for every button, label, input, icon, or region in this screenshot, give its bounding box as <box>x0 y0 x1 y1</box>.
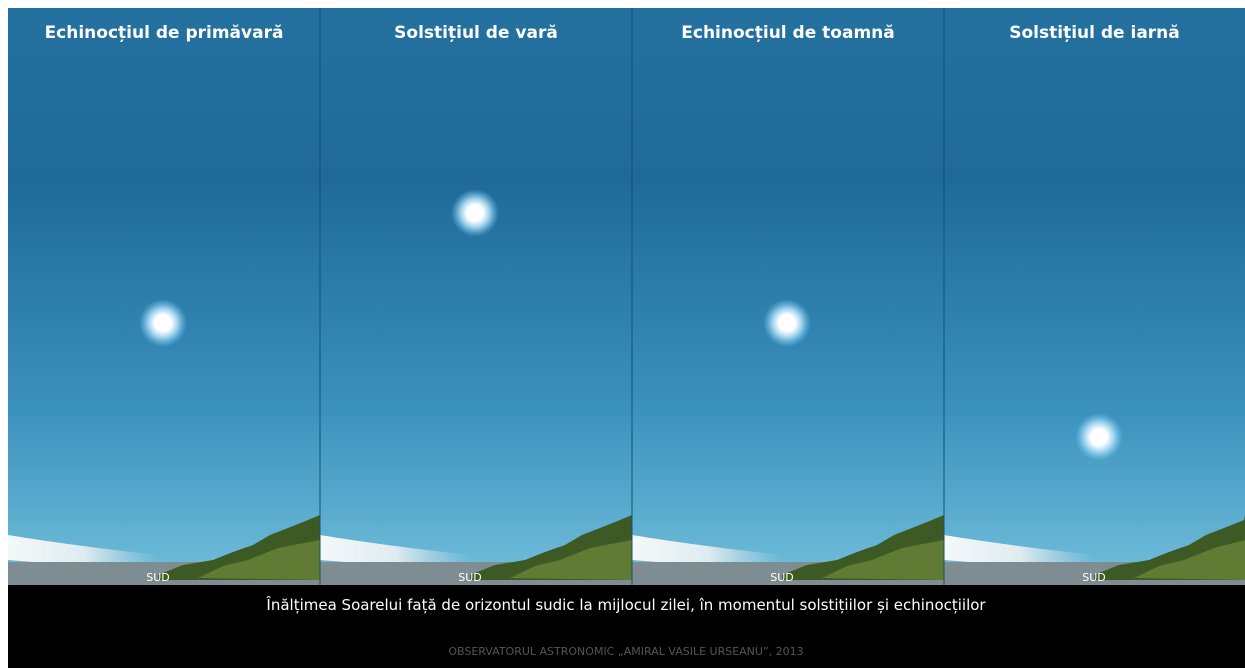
credit: OBSERVATORUL ASTRONOMIC „AMIRAL VASILE U… <box>448 645 803 658</box>
direction-label: SUD <box>770 571 794 584</box>
panel: Solstițiul de vară SUD <box>320 8 632 585</box>
panel-title: Echinocțiul de primăvară <box>45 23 284 43</box>
panel-title: Echinocțiul de toamnă <box>681 23 894 43</box>
caption: Înălțimea Soarelui față de orizontul sud… <box>265 595 986 614</box>
panel-title: Solstițiul de vară <box>394 23 558 43</box>
direction-label: SUD <box>458 571 482 584</box>
panel: Echinocțiul de primăvară SUD <box>8 8 320 585</box>
sun <box>139 299 187 347</box>
panel: Solstițiul de iarnă SUD <box>944 8 1245 585</box>
sun <box>451 189 499 237</box>
direction-label: SUD <box>146 571 170 584</box>
sky <box>320 8 632 585</box>
sun <box>1075 413 1123 461</box>
sky <box>8 8 320 585</box>
sky <box>944 8 1245 585</box>
panel: Echinocțiul de toamnă SUD <box>632 8 944 585</box>
direction-label: SUD <box>1082 571 1106 584</box>
illustration: Echinocțiul de primăvarăSUDSolstițiul de… <box>0 0 1245 668</box>
panel-title: Solstițiul de iarnă <box>1009 23 1180 43</box>
sky <box>632 8 944 585</box>
sun <box>763 299 811 347</box>
